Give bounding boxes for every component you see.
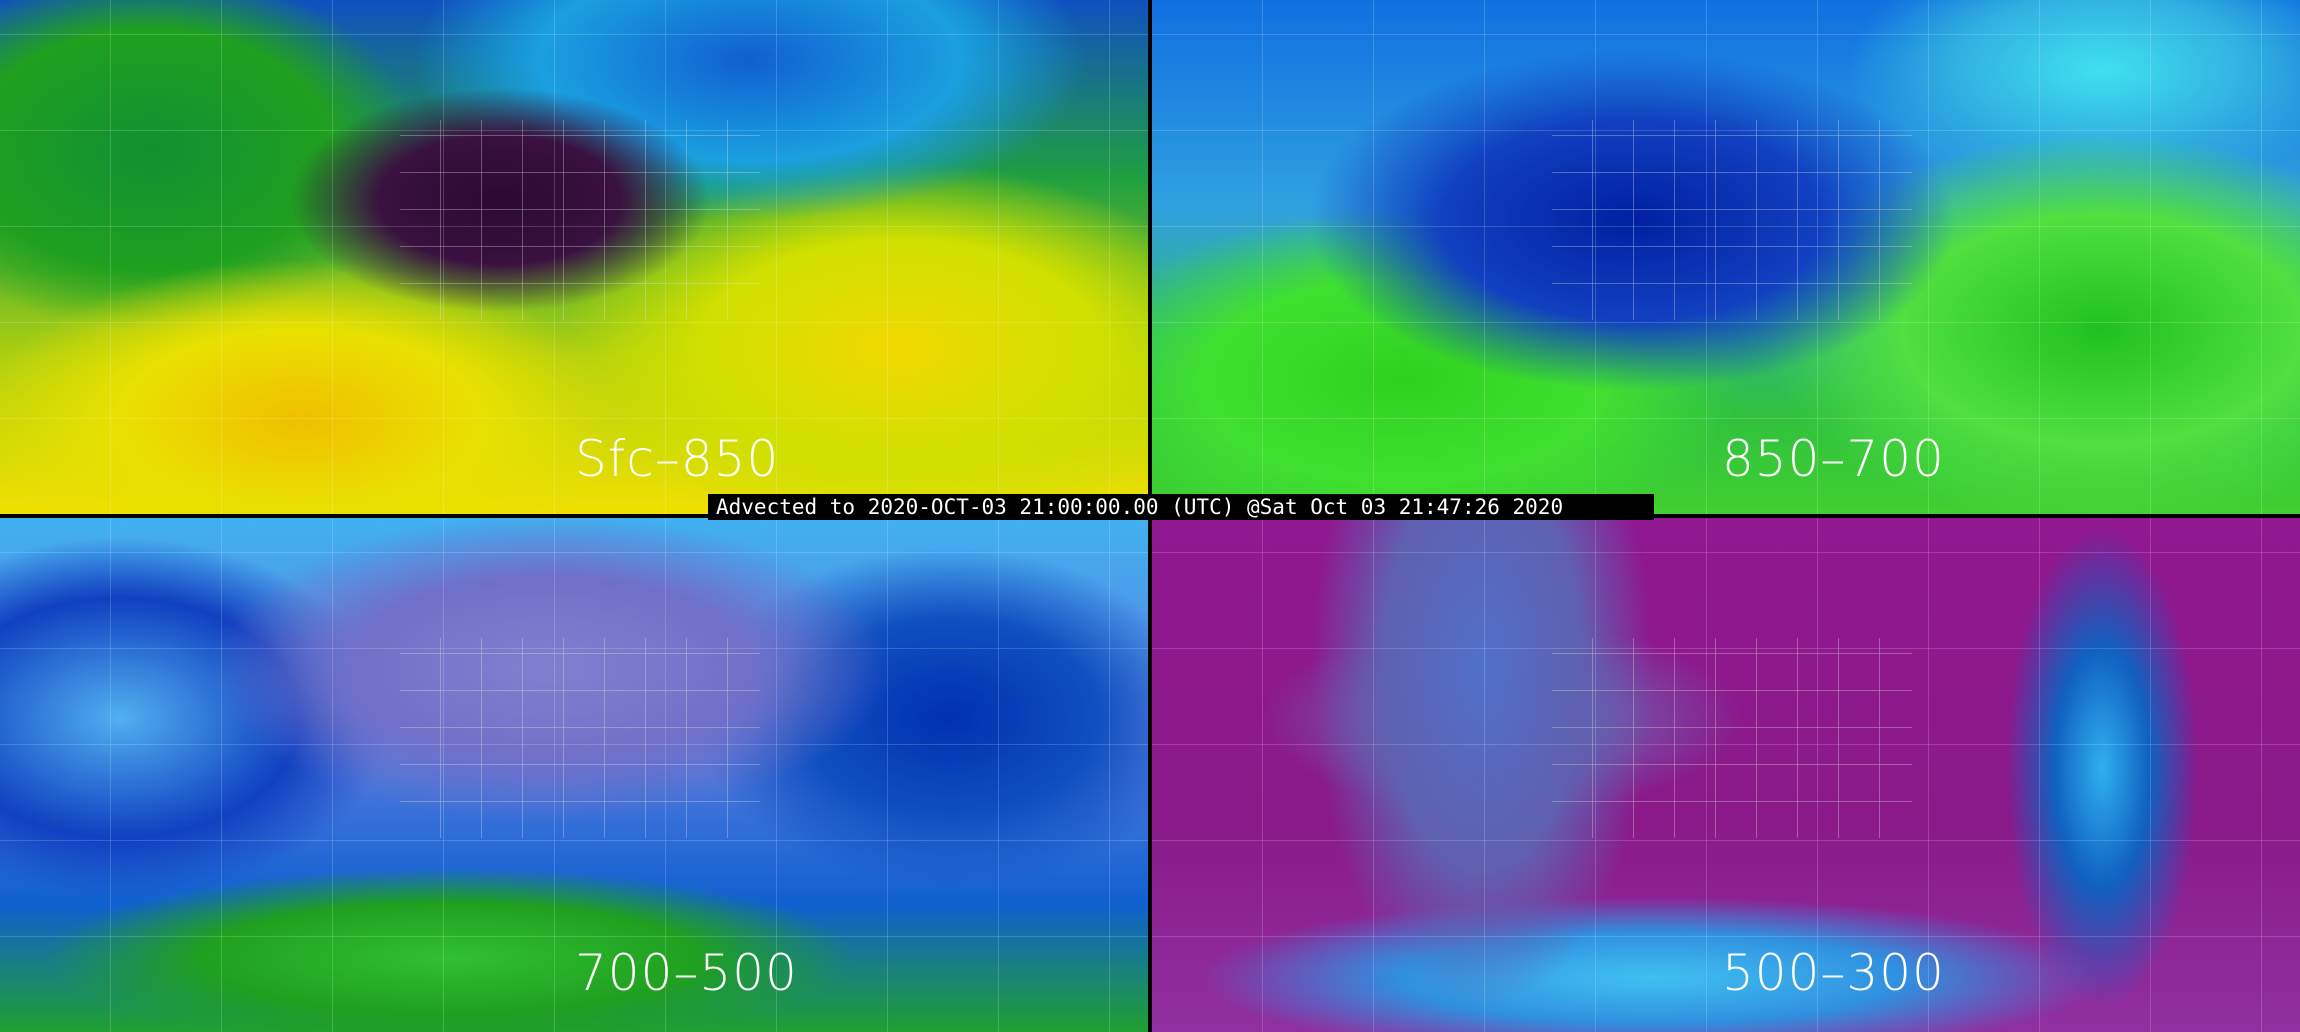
layer-label: 500–300 [1722, 944, 1945, 1002]
panel-500-300: 500–300 [1152, 518, 2300, 1032]
layer-label: 700–500 [575, 944, 798, 1002]
lat-lon-grid [0, 518, 1148, 1032]
lat-lon-grid [1152, 518, 2300, 1032]
timestamp-bar: Advected to 2020-OCT-03 21:00:00.00 (UTC… [708, 494, 1654, 520]
panel-700-500: 700–500 [0, 518, 1148, 1032]
layer-label: Sfc–850 [575, 430, 780, 488]
panel-sfc-850: Sfc–850 [0, 0, 1148, 514]
lat-lon-grid [0, 0, 1148, 514]
state-borders [400, 638, 760, 838]
layer-label: 850–700 [1722, 430, 1945, 488]
state-borders [400, 120, 760, 320]
state-borders [1552, 120, 1912, 320]
state-borders [1552, 638, 1912, 838]
panel-850-700: 850–700 [1152, 0, 2300, 514]
lat-lon-grid [1152, 0, 2300, 514]
